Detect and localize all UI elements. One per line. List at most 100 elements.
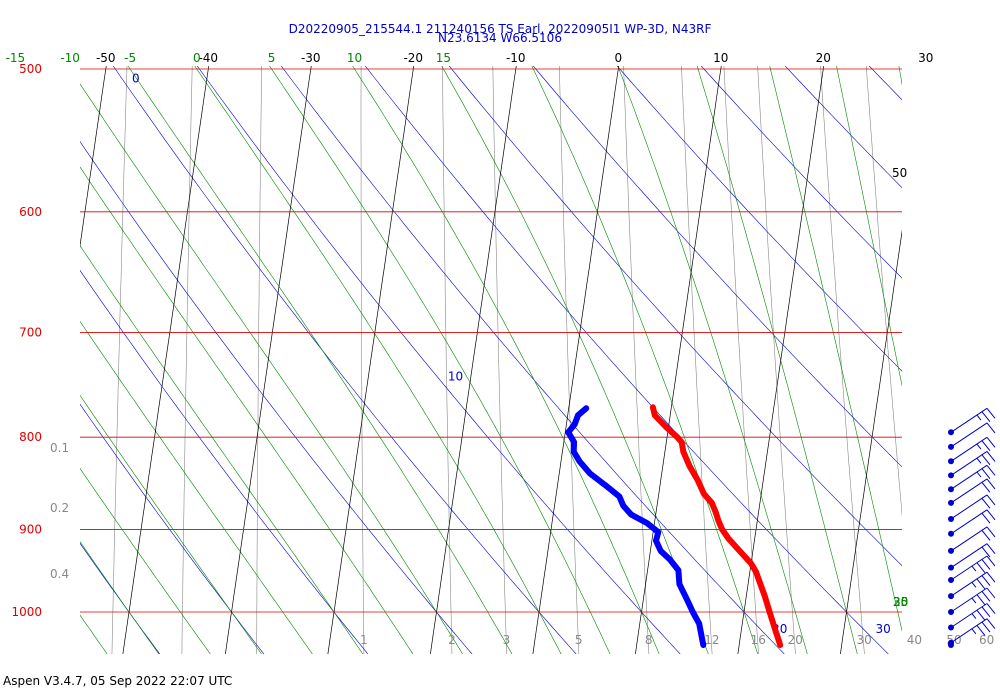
moist-adiabat [352, 66, 660, 654]
moist-adiabat-label-right: 25 [893, 595, 908, 609]
mixing-ratio-line [681, 66, 713, 654]
moist-adiabat [194, 66, 562, 654]
mixing-ratio-label: 5 [575, 633, 583, 647]
moist-adiabat [531, 66, 759, 654]
mixing-ratio-line [820, 66, 865, 654]
moist-adiabat [80, 245, 364, 654]
moist-adiabat [617, 66, 808, 654]
dry-adiabat [280, 66, 785, 654]
moist-adiabat [696, 66, 858, 654]
isotherm-label: -10 [506, 51, 526, 65]
moist-adiabat [80, 467, 211, 654]
isotherm [327, 66, 415, 654]
moist-adiabat [836, 66, 902, 387]
wind-barb [948, 526, 996, 554]
dry-adiabat [80, 269, 369, 654]
dry-adiabat [700, 66, 902, 279]
wind-barb [948, 436, 996, 465]
mixing-ratio-label-left: 0.4 [50, 567, 69, 581]
mixing-ratio-label: 16 [751, 633, 766, 647]
wind-barbs [948, 407, 996, 648]
dry-adiabat [196, 66, 681, 654]
moist-adiabat [269, 66, 611, 654]
wind-barb [948, 543, 996, 571]
dry-adiabat [616, 66, 902, 372]
dry-adiabat [784, 66, 902, 189]
dry-adiabat [448, 66, 902, 567]
dry-adiabat-label: 30 [875, 622, 890, 636]
wind-barb [948, 494, 996, 522]
moist-adiabat-label-right: 20 [893, 595, 908, 609]
moist-adiabat [80, 320, 313, 654]
pressure-label: 700 [19, 326, 42, 340]
isotherm-label: 20 [816, 51, 831, 65]
dry-adiabat-label: 10 [448, 369, 463, 383]
mixing-ratio-line [111, 66, 128, 654]
moist-adiabat [127, 66, 513, 654]
isotherm-label: -40 [198, 51, 218, 65]
mixing-ratio-label: 1 [360, 633, 368, 647]
moist-adiabat-label: 5 [268, 51, 276, 65]
moist-adiabat-label: -5 [124, 51, 136, 65]
grid-lines [0, 50, 902, 669]
mixing-ratio-line [623, 66, 650, 654]
isotherm-label: -30 [301, 51, 321, 65]
isotherm [737, 66, 825, 654]
mixing-ratio-line [492, 66, 507, 654]
mixing-ratio-line [757, 66, 796, 654]
mixing-ratio-line [181, 66, 193, 654]
wind-barb [948, 450, 996, 479]
moist-adiabat [80, 541, 160, 654]
wind-barb [948, 618, 996, 646]
isotherm-label: -50 [96, 51, 116, 65]
temperature-trace [649, 404, 784, 648]
pressure-label: 900 [19, 522, 42, 536]
mixing-ratio-line [559, 66, 580, 654]
isotherm [122, 66, 210, 654]
dry-adiabat [532, 66, 902, 468]
wind-barb [948, 478, 996, 506]
pressure-label: 1000 [11, 605, 42, 619]
dry-adiabat [80, 141, 473, 654]
moist-adiabat-label-right: 35 [893, 595, 908, 609]
sounding-traces [565, 404, 784, 648]
isotherm [80, 66, 107, 248]
mixing-ratio-label: 20 [788, 633, 803, 647]
moist-adiabat-label: -15 [6, 51, 26, 65]
wind-barb [948, 641, 954, 648]
mixing-ratio-label: 60 [979, 633, 994, 647]
mixing-ratio-line [901, 66, 902, 67]
dry-adiabat [364, 66, 889, 654]
isotherm-label-right: 50 [892, 166, 907, 180]
isotherm [0, 50, 6, 669]
pressure-label: 600 [19, 205, 42, 219]
wind-barb [948, 603, 996, 631]
wind-barb [948, 509, 996, 537]
chart-title-line-2: N23.6134 W66.5106 [438, 31, 562, 45]
moist-adiabat-label: 15 [436, 51, 451, 65]
mixing-ratio-label: 8 [645, 633, 653, 647]
mixing-ratio-label: 30 [856, 633, 871, 647]
pressure-label: 800 [19, 430, 42, 444]
dry-adiabat [868, 66, 902, 101]
wind-barb [948, 555, 996, 584]
moist-adiabat-label: -10 [60, 51, 80, 65]
isotherm [840, 229, 902, 654]
dewpoint-trace [565, 405, 707, 648]
mixing-ratio-label-left: 0.1 [50, 441, 69, 455]
mixing-ratio-label: 2 [448, 633, 456, 647]
moist-adiabat [80, 394, 262, 654]
pressure-label: 500 [19, 62, 42, 76]
mixing-ratio-line [723, 66, 759, 654]
mixing-ratio-line [865, 66, 902, 518]
moist-adiabat [80, 166, 414, 654]
wind-barb [948, 587, 996, 615]
moist-adiabat [769, 66, 902, 632]
moist-adiabat-label: 10 [347, 51, 362, 65]
wind-barb [948, 407, 996, 436]
dry-adiabat-label: 0 [132, 72, 140, 86]
dry-adiabat [80, 403, 265, 654]
moist-adiabat-label: 0 [193, 51, 201, 65]
isotherm-label: 30 [918, 51, 933, 65]
